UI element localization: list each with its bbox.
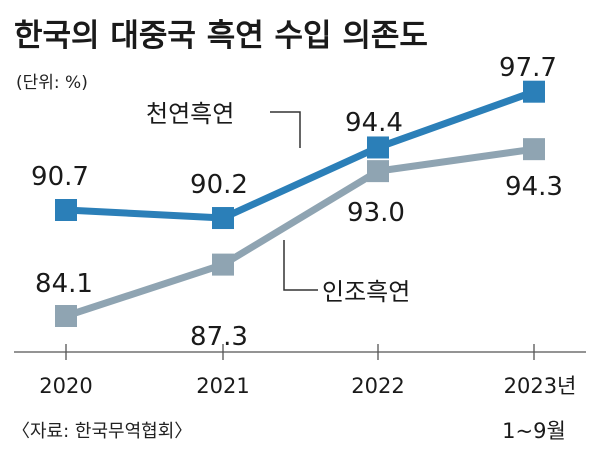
series-line (64, 145, 535, 320)
data-point (212, 253, 234, 276)
source-label: 〈자료: 한국무역협회〉 (12, 421, 192, 442)
unit-label: (단위: %) (16, 73, 88, 93)
data-label: 84.1 (35, 269, 93, 299)
data-label: 97.7 (499, 53, 557, 83)
x-tick-label: 2021 (196, 374, 249, 398)
data-point (212, 207, 234, 230)
series-line (65, 88, 536, 222)
series-label-synthetic: 인조흑연 (322, 278, 410, 306)
data-point (523, 80, 545, 103)
data-point (55, 199, 77, 221)
callout-line-synthetic (283, 240, 318, 291)
x-ticks: 2020 2021 2022 2023년 (39, 344, 576, 398)
callout-line-natural (270, 111, 301, 148)
data-label: 93.0 (347, 198, 405, 228)
data-point (55, 305, 77, 327)
data-point (367, 136, 389, 159)
data-label: 90.7 (31, 162, 89, 192)
data-point (367, 160, 389, 183)
data-label: 94.4 (345, 108, 403, 138)
data-label: 87.3 (190, 322, 248, 352)
x-tick-label: 2020 (39, 374, 92, 398)
series-label-natural: 천연흑연 (146, 100, 234, 128)
data-label: 90.2 (190, 170, 248, 200)
x-tick-label: 2023년 (504, 374, 577, 398)
chart-title: 한국의 대중국 흑연 수입 의존도 (14, 18, 428, 54)
data-label: 94.3 (505, 172, 563, 202)
x-tick-label: 2022 (351, 374, 404, 398)
category-sub-label: 1~9월 (502, 419, 566, 443)
data-point (523, 138, 545, 161)
